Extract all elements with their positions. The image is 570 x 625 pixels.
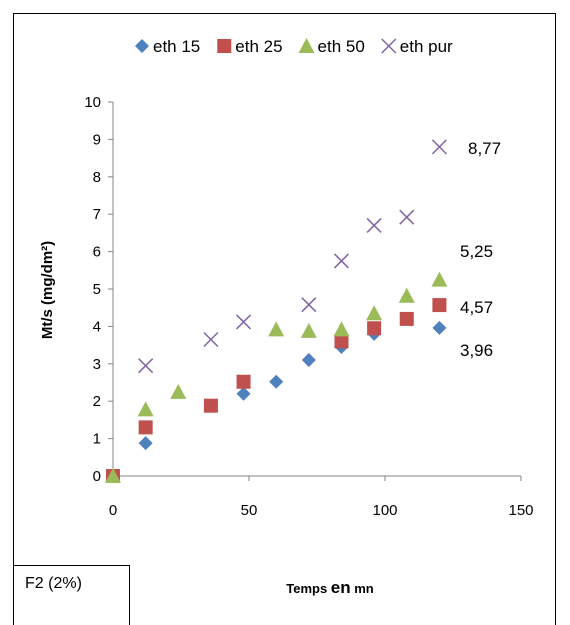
point-eth-50 (170, 383, 187, 399)
y-tick-label: 3 (93, 356, 101, 373)
legend-marker-eth-50 (298, 38, 315, 53)
point-eth-50 (137, 401, 154, 417)
point-eth-50 (268, 321, 285, 337)
x-axis-label: Temps en mn (286, 578, 374, 597)
point-eth-15 (138, 436, 153, 451)
y-tick-label: 1 (93, 431, 101, 448)
point-eth-50 (300, 322, 317, 338)
point-eth-pur (236, 314, 252, 330)
legend-marker-eth-25 (217, 39, 232, 53)
y-tick-label: 8 (93, 169, 101, 186)
point-eth-25 (203, 398, 218, 413)
point-eth-50 (431, 271, 448, 287)
point-eth-pur (301, 297, 317, 313)
point-eth-15 (236, 386, 251, 401)
point-eth-pur (138, 358, 154, 374)
data-label: 8,77 (468, 139, 501, 158)
point-eth-50 (105, 468, 121, 483)
point-eth-15 (432, 320, 447, 335)
point-eth-25 (399, 311, 414, 326)
point-eth-50 (333, 321, 350, 337)
y-tick-label: 2 (93, 393, 101, 410)
point-eth-pur (399, 209, 415, 225)
x-tick-label: 100 (372, 502, 397, 519)
point-eth-50 (366, 305, 383, 321)
point-eth-25 (236, 374, 251, 389)
y-tick-label: 6 (93, 244, 101, 261)
point-eth-25 (138, 420, 153, 435)
legend-label: eth 25 (235, 37, 282, 56)
data-label: 5,25 (460, 242, 493, 261)
point-eth-pur (333, 253, 350, 269)
data-label: 3,96 (460, 341, 493, 360)
legend-label: eth 50 (318, 37, 365, 56)
point-eth-25 (334, 334, 349, 349)
point-eth-25 (367, 321, 382, 336)
point-eth-25 (432, 298, 447, 313)
x-tick-label: 50 (241, 502, 258, 519)
x-tick-label: 0 (109, 502, 117, 519)
chart-frame (13, 13, 556, 625)
point-eth-pur (431, 139, 447, 155)
point-eth-15 (301, 353, 316, 368)
data-label: 4,57 (460, 298, 493, 317)
x-tick-label: 150 (508, 502, 533, 519)
point-eth-pur (203, 331, 219, 348)
y-tick-label: 0 (93, 468, 101, 485)
caption-box (13, 565, 130, 625)
legend-marker-eth-15 (135, 39, 149, 53)
y-tick-label: 4 (93, 318, 101, 335)
y-axis-label: Mt/s (mg/dm²) (39, 241, 56, 339)
y-tick-label: 9 (93, 131, 101, 148)
y-tick-label: 7 (93, 206, 101, 223)
point-eth-15 (269, 374, 284, 389)
y-tick-label: 10 (84, 94, 101, 111)
figure-caption: F2 (2%) (25, 575, 82, 592)
point-eth-pur (366, 217, 382, 233)
legend-label: eth pur (400, 37, 453, 56)
y-tick-label: 5 (93, 281, 101, 298)
legend-label: eth 15 (153, 37, 200, 56)
point-eth-50 (398, 287, 415, 303)
legend-marker-eth-pur (381, 38, 397, 54)
